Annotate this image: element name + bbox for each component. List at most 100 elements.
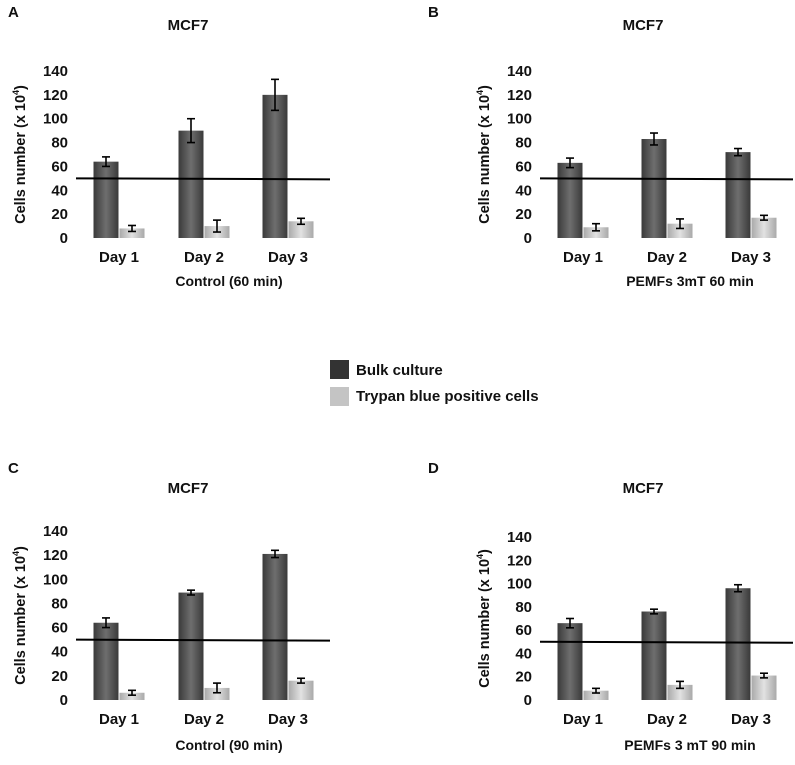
bar-bulk-day3 xyxy=(262,94,288,238)
y-axis-label: Cells number (x 104) xyxy=(475,549,493,688)
y-tick-label: 60 xyxy=(515,158,532,175)
bar-trypan-day3 xyxy=(288,680,314,700)
bar-bulk-day3 xyxy=(725,152,751,238)
panel-label: C xyxy=(8,460,19,477)
panel-label: A xyxy=(8,4,19,21)
chart-title: MCF7 xyxy=(168,480,209,497)
y-tick-label: 120 xyxy=(43,87,68,104)
bar-bulk-day2 xyxy=(178,130,204,238)
legend-label-bulk: Bulk culture xyxy=(356,362,443,379)
legend-label-trypan: Trypan blue positive cells xyxy=(356,388,539,405)
x-tick-label: Day 2 xyxy=(184,249,224,266)
y-tick-label: 80 xyxy=(515,599,532,616)
chart-panel-a: A MCF7 0 20 40 60 80 100 120 140 Cells number (x 1… xyxy=(8,4,331,289)
y-tick-label: 120 xyxy=(43,547,68,564)
bar-trypan-day1 xyxy=(119,228,145,238)
y-tick-label: 100 xyxy=(43,571,68,588)
y-axis-label-exponent: 4 xyxy=(11,551,21,556)
y-tick-label: 40 xyxy=(51,182,68,199)
x-tick-label: Day 3 xyxy=(268,711,308,728)
y-tick-label: 20 xyxy=(515,206,532,223)
bar-bulk-day2 xyxy=(641,611,667,700)
y-tick-label: 0 xyxy=(524,230,532,247)
x-tick-label: Day 2 xyxy=(184,711,224,728)
x-tick-label: Day 3 xyxy=(268,249,308,266)
x-tick-label: Day 2 xyxy=(647,249,687,266)
y-axis-label: Cells number (x 104) xyxy=(11,546,29,685)
x-axis-label: PEMFs 3 mT 90 min xyxy=(624,737,755,753)
y-axis-label-exponent: 4 xyxy=(475,554,485,559)
y-axis-label: Cells number (x 104) xyxy=(11,85,29,224)
x-tick-label: Day 3 xyxy=(731,711,771,728)
bar-trypan-day2 xyxy=(204,687,230,700)
y-tick-label: 40 xyxy=(515,645,532,662)
bar-bulk-day1 xyxy=(557,623,583,700)
y-axis-label-text: Cells number (x 10 xyxy=(477,559,493,688)
bar-trypan-day2 xyxy=(667,223,693,238)
bar-trypan-day3 xyxy=(751,675,777,700)
x-tick-label: Day 1 xyxy=(563,711,603,728)
reference-line xyxy=(539,640,794,644)
reference-line xyxy=(539,177,794,181)
x-axis-label: Control (90 min) xyxy=(175,737,282,753)
bar-bulk-day1 xyxy=(93,622,119,700)
y-tick-label: 60 xyxy=(515,622,532,639)
y-tick-label: 140 xyxy=(507,529,532,546)
y-tick-label: 140 xyxy=(507,63,532,80)
y-tick-label: 100 xyxy=(507,111,532,128)
panel-label: D xyxy=(428,460,439,477)
y-tick-label: 40 xyxy=(515,182,532,199)
bar-bulk-day2 xyxy=(178,592,204,700)
panel-label: B xyxy=(428,4,439,21)
y-tick-label: 60 xyxy=(51,158,68,175)
bar-bulk-day1 xyxy=(93,161,119,238)
x-tick-label: Day 1 xyxy=(563,249,603,266)
y-axis-label-text: Cells number (x 10 xyxy=(477,95,493,224)
y-axis-label-text: Cells number (x 10 xyxy=(13,95,29,224)
bar-bulk-day1 xyxy=(557,162,583,238)
legend-swatch-bulk xyxy=(330,360,349,379)
y-tick-label: 100 xyxy=(43,111,68,128)
bar-trypan-day2 xyxy=(667,684,693,700)
y-tick-label: 0 xyxy=(60,230,68,247)
y-tick-label: 100 xyxy=(507,576,532,593)
y-axis-label-close: ) xyxy=(13,546,29,551)
y-tick-label: 120 xyxy=(507,87,532,104)
reference-line xyxy=(75,638,331,642)
bar-bulk-day3 xyxy=(725,588,751,700)
y-tick-label: 140 xyxy=(43,523,68,540)
reference-line xyxy=(75,177,331,181)
y-tick-label: 40 xyxy=(51,644,68,661)
chart-title: MCF7 xyxy=(623,17,664,34)
chart-panel-c: C MCF7 0 20 40 60 80 100 120 140 Cells number (x 1… xyxy=(8,460,331,753)
y-tick-label: 20 xyxy=(515,669,532,686)
x-tick-label: Day 3 xyxy=(731,249,771,266)
chart-panel-d: D MCF7 0 20 40 60 80 100 120 140 Cells number (x 1… xyxy=(428,460,794,753)
x-tick-label: Day 1 xyxy=(99,711,139,728)
y-axis-label-close: ) xyxy=(477,549,493,554)
y-axis-label-close: ) xyxy=(13,85,29,90)
chart-title: MCF7 xyxy=(623,480,664,497)
bar-bulk-day2 xyxy=(641,138,667,238)
y-tick-label: 80 xyxy=(51,595,68,612)
y-tick-label: 60 xyxy=(51,620,68,637)
y-axis-label: Cells number (x 104) xyxy=(475,85,493,224)
y-tick-label: 140 xyxy=(43,63,68,80)
legend: Bulk culture Trypan blue positive cells xyxy=(330,360,539,406)
y-axis-label-exponent: 4 xyxy=(475,90,485,95)
y-tick-label: 0 xyxy=(524,692,532,709)
y-tick-label: 80 xyxy=(515,135,532,152)
bar-trypan-day3 xyxy=(751,217,777,238)
y-tick-label: 80 xyxy=(51,135,68,152)
bar-trypan-day3 xyxy=(288,221,314,238)
y-axis-label-text: Cells number (x 10 xyxy=(13,556,29,685)
x-axis-label: PEMFs 3mT 60 min xyxy=(626,273,754,289)
bar-trypan-day1 xyxy=(583,227,609,238)
y-tick-label: 0 xyxy=(60,692,68,709)
y-axis-label-close: ) xyxy=(477,85,493,90)
legend-swatch-trypan xyxy=(330,387,349,406)
chart-panel-b: B MCF7 0 20 40 60 80 100 120 140 Cells number (x 1… xyxy=(428,4,794,289)
x-tick-label: Day 2 xyxy=(647,711,687,728)
bar-trypan-day1 xyxy=(119,692,145,700)
